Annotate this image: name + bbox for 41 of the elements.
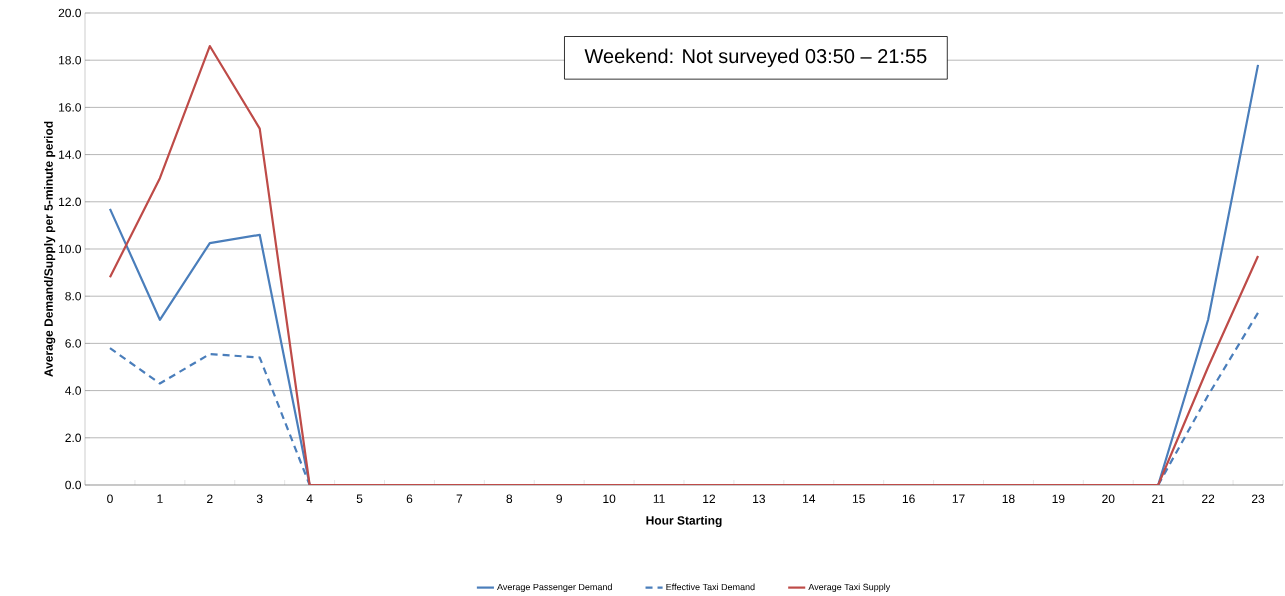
legend-label: Effective Taxi Demand <box>666 583 755 591</box>
x-tick-label: 4 <box>306 494 313 503</box>
x-tick-label: 21 <box>1152 494 1165 503</box>
y-tick-label: 20.0 <box>58 8 82 18</box>
y-tick-label: 16.0 <box>59 103 82 112</box>
x-tick-label: 12 <box>703 494 716 503</box>
y-tick-label: 4.0 <box>65 386 82 395</box>
y-tick-label: 10.0 <box>59 244 82 254</box>
y-axis-title: Average Demand/Supply per 5-minute period <box>44 121 56 377</box>
x-axis-title: Hour Starting <box>646 515 722 528</box>
x-tick-label: 13 <box>753 494 766 504</box>
annotation: Weekend: Not surveyed 03:50 – 21:55 <box>584 48 927 68</box>
legend-label: Average Taxi Supply <box>808 583 891 592</box>
y-tick-label: 12.0 <box>59 197 82 207</box>
y-tick-label: 2.0 <box>65 433 82 443</box>
x-tick-label: 9 <box>556 494 562 504</box>
x-tick-label: 23 <box>1251 494 1265 504</box>
y-tick-label: 14.0 <box>59 150 82 159</box>
x-tick-label: 19 <box>1052 494 1065 504</box>
y-tick-label: 6.0 <box>65 339 82 348</box>
x-tick-label: 8 <box>506 494 513 504</box>
x-tick-label: 15 <box>852 494 865 503</box>
x-tick-label: 14 <box>803 494 816 503</box>
y-tick-label: 18.0 <box>59 55 82 65</box>
x-tick-label: 18 <box>1002 494 1015 504</box>
x-tick-label: 5 <box>356 494 363 503</box>
x-tick-label: 0 <box>107 494 113 504</box>
y-tick-label: 0.0 <box>65 480 82 490</box>
x-tick-label: 17 <box>952 494 965 503</box>
x-tick-label: 22 <box>1202 494 1215 503</box>
legend-label: Average Passenger Demand <box>497 583 612 592</box>
x-tick-label: 7 <box>456 494 463 503</box>
x-tick-label: 20 <box>1102 494 1115 504</box>
x-tick-label: 10 <box>603 494 616 504</box>
x-tick-label: 3 <box>256 494 263 504</box>
x-tick-label: 16 <box>902 494 915 504</box>
x-tick-label: 6 <box>406 494 413 504</box>
x-tick-label: 11 <box>653 494 665 503</box>
y-tick-label: 8.0 <box>65 291 82 301</box>
x-tick-label: 2 <box>207 494 213 503</box>
x-tick-label: 1 <box>157 494 163 503</box>
